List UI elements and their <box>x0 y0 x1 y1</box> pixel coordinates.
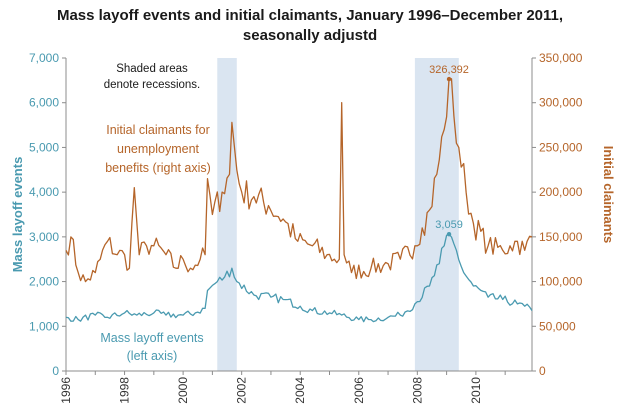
chart-title-line-2: seasonally adjustd <box>242 27 378 44</box>
right-axis-title: Initial claimants <box>601 146 616 244</box>
recession-layer <box>217 58 459 371</box>
recession-band-2 <box>414 58 459 371</box>
x-tick-label: 2010 <box>469 377 483 404</box>
left-tick-label: 2,000 <box>29 275 59 289</box>
layoff-series-label: (left axis) <box>127 349 178 363</box>
x-tick-label: 1998 <box>118 377 132 404</box>
recession-band-1 <box>217 58 237 371</box>
left-tick-label: 6,000 <box>29 96 59 110</box>
layoff-peak-label: 3,059 <box>435 219 463 231</box>
series-layer <box>65 78 533 323</box>
layoff-peak-marker <box>446 232 452 237</box>
recession-note: denote recessions. <box>104 79 201 91</box>
right-tick-label: 250,000 <box>539 140 583 154</box>
claimants-series-label: unemployment <box>117 142 200 156</box>
left-tick-label: 1,000 <box>29 319 59 333</box>
label-layer: 326,392 3,059 Initial claimants for unemplo… <box>100 63 469 363</box>
mass-layoff-events-line <box>65 233 533 323</box>
x-tick-label: 2000 <box>176 377 190 404</box>
left-tick-label: 0 <box>52 364 59 378</box>
claimants-series-label: benefits (right axis) <box>105 161 211 175</box>
x-tick-label: 2002 <box>235 377 249 404</box>
right-tick-label: 150,000 <box>539 230 583 244</box>
claimants-series-label: Initial claimants for <box>106 123 210 137</box>
right-tick-label: 200,000 <box>539 185 583 199</box>
left-tick-label: 4,000 <box>29 185 59 199</box>
recession-note: Shaded areas <box>116 63 188 75</box>
right-tick-label: 100,000 <box>539 275 583 289</box>
right-tick-label: 0 <box>539 364 546 378</box>
right-tick-label: 300,000 <box>539 96 583 110</box>
left-tick-label: 7,000 <box>29 51 59 65</box>
layoff-series-label: Mass layoff events <box>100 331 203 345</box>
left-tick-label: 5,000 <box>29 140 59 154</box>
x-tick-label: 1996 <box>59 377 73 404</box>
chart-title-line-1: Mass layoff events and initial claimants… <box>56 7 564 24</box>
x-tick-label: 2004 <box>293 377 307 404</box>
claimants-peak-label: 326,392 <box>429 64 469 76</box>
chart-title: Mass layoff events and initial claimants… <box>0 6 620 46</box>
initial-claimants-line <box>65 78 533 283</box>
right-tick-label: 350,000 <box>539 51 583 65</box>
left-tick-label: 3,000 <box>29 230 59 244</box>
x-tick-label: 2008 <box>410 377 424 404</box>
claimants-peak-marker <box>446 76 452 82</box>
axis-layer: 0 1,000 2,000 3,000 4,000 5,000 6,000 7,000 0 50,… <box>10 51 616 404</box>
x-tick-label: 2006 <box>352 377 366 404</box>
left-axis-title: Mass layoff events <box>10 157 25 273</box>
right-tick-label: 50,000 <box>539 319 576 333</box>
